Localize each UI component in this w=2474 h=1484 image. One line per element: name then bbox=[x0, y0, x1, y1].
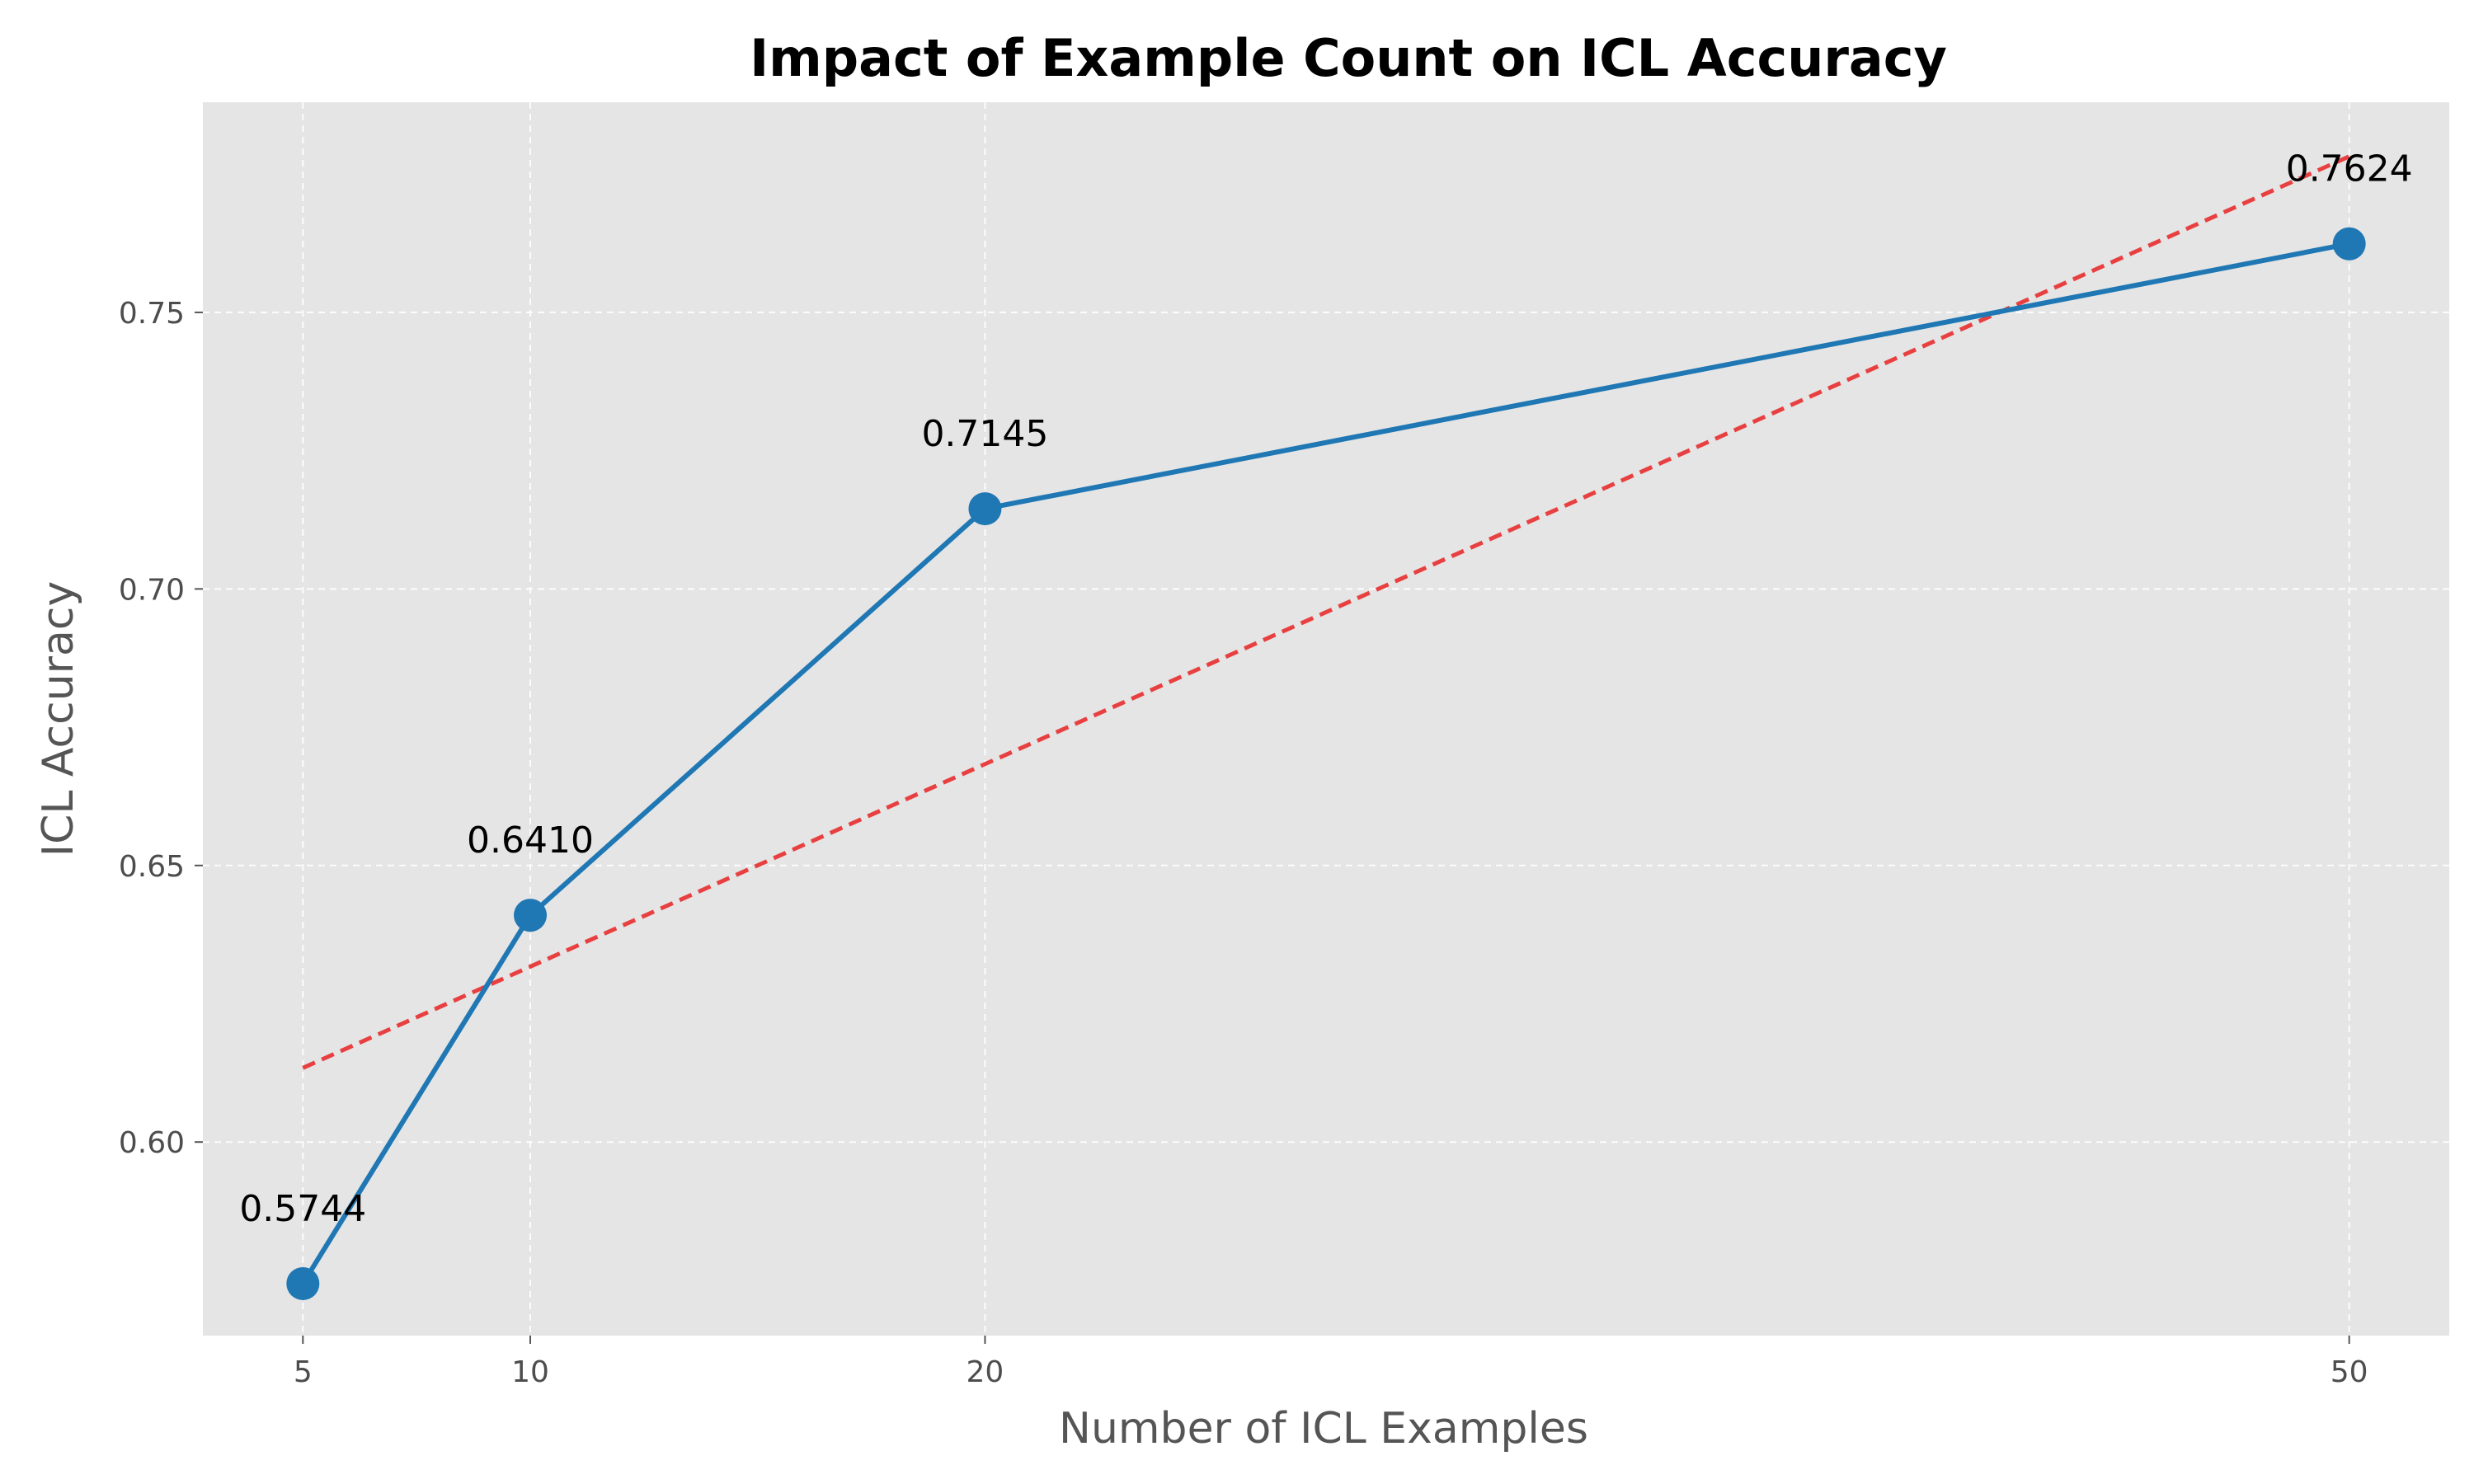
data-point bbox=[286, 1267, 319, 1300]
y-axis-label: ICL Accuracy bbox=[34, 581, 83, 857]
y-tick-label: 0.60 bbox=[119, 1126, 185, 1160]
data-label: 0.5744 bbox=[239, 1188, 366, 1230]
data-label: 0.7624 bbox=[2286, 148, 2413, 190]
data-label: 0.6410 bbox=[467, 819, 594, 862]
data-point bbox=[968, 492, 1001, 525]
plot-background bbox=[203, 102, 2449, 1336]
x-tick-label: 20 bbox=[967, 1355, 1004, 1389]
x-tick-label: 5 bbox=[294, 1355, 313, 1389]
x-tick-label: 50 bbox=[2331, 1355, 2368, 1389]
y-tick-label: 0.70 bbox=[119, 573, 185, 607]
data-label: 0.7145 bbox=[921, 413, 1048, 455]
y-tick-label: 0.75 bbox=[119, 297, 185, 331]
x-axis-label: Number of ICL Examples bbox=[1059, 1404, 1588, 1453]
y-tick-label: 0.65 bbox=[119, 850, 185, 884]
data-point bbox=[514, 899, 547, 932]
chart-title: Impact of Example Count on ICL Accuracy bbox=[750, 28, 1947, 88]
data-point bbox=[2333, 228, 2366, 261]
x-tick-label: 10 bbox=[511, 1355, 549, 1389]
